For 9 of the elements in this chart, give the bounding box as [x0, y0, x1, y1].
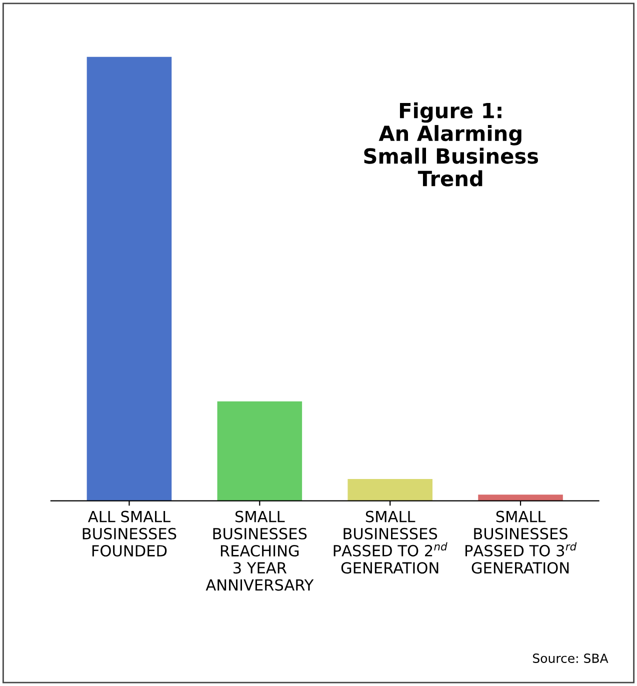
x-tick-label: SMALL BUSINESSES PASSED TO 2$^{nd}$ GENERATION — [334, 510, 448, 574]
bar — [86, 56, 172, 501]
source-note: Source: SBA — [532, 654, 608, 663]
x-tick-label: SMALL BUSINESSES PASSED TO 3$^{rd}$ GENERATION — [465, 510, 577, 574]
bar — [348, 479, 432, 501]
x-tick-label: ALL SMALL BUSINESSES FOUNDED — [82, 510, 176, 557]
x-tick-label: SMALL BUSINESSES REACHING 3 YEAR ANNIVERSARY — [206, 510, 314, 591]
bar — [217, 401, 302, 501]
text: Figure 1: An Alarming Small Business Trend — [364, 102, 538, 186]
